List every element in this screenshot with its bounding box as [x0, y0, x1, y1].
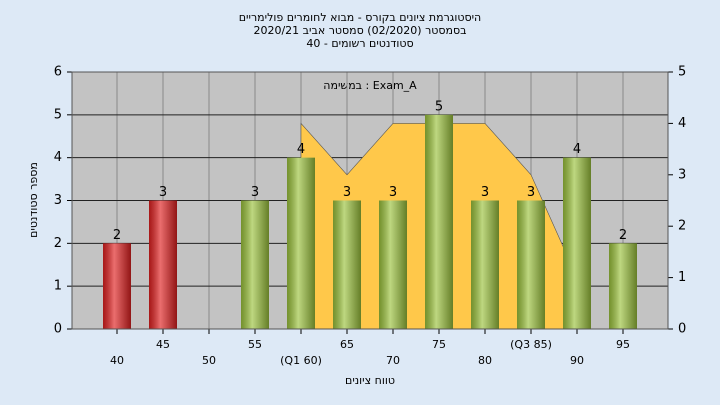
y-tick-label: 1 — [54, 279, 62, 294]
value-label: 2 — [619, 228, 627, 243]
y2-tick-label: 4 — [678, 116, 686, 131]
x-tick-label: 50 — [202, 354, 216, 367]
bar-shade — [425, 114, 453, 329]
bar-shade — [287, 157, 315, 329]
bar-shade — [149, 200, 177, 329]
value-label: 5 — [435, 99, 443, 114]
y-tick-label: 0 — [54, 322, 62, 337]
y2-tick-label: 3 — [678, 167, 686, 182]
value-label: 3 — [481, 185, 489, 200]
bar-shade — [471, 200, 499, 329]
x-tick-label: 45 — [156, 338, 170, 351]
y-tick-label: 6 — [54, 65, 62, 80]
value-label: 3 — [527, 185, 535, 200]
x-tick-label: 80 — [478, 354, 492, 367]
y2-tick-label: 1 — [678, 270, 686, 285]
x-tick-label: (Q3 85) — [510, 338, 552, 351]
x-tick-label: 40 — [110, 354, 124, 367]
title-line: בסמסטר (02/2020) סמסטר אביב 2020/21 — [253, 24, 466, 37]
y2-tick-label: 5 — [678, 65, 686, 80]
x-tick-label: 90 — [570, 354, 584, 367]
x-tick-label: 70 — [386, 354, 400, 367]
plot-frame — [71, 71, 669, 330]
title-line: היסטוגרמת ציונים בקורס - מבוא לחומרים פו… — [239, 11, 482, 24]
y-tick-label: 2 — [54, 236, 62, 251]
value-label: 3 — [343, 185, 351, 200]
bar-shade — [609, 243, 637, 329]
x-tick-label: (Q1 60) — [280, 354, 322, 367]
y2-tick-label: 0 — [678, 322, 686, 337]
value-label: 2 — [113, 228, 121, 243]
y-tick-label: 5 — [54, 107, 62, 122]
x-tick-label: 95 — [616, 338, 630, 351]
x-tick-label: 55 — [248, 338, 262, 351]
bar-shade — [103, 243, 131, 329]
y-axis-label: מספר סטודנטים — [27, 162, 40, 238]
x-tick-label: 75 — [432, 338, 446, 351]
x-axis-label: טווח ציונים — [345, 374, 395, 387]
x-tick-label: 65 — [340, 338, 354, 351]
value-label: 3 — [389, 185, 397, 200]
bar-shade — [563, 157, 591, 329]
bar-shade — [333, 200, 361, 329]
y-tick-label: 4 — [54, 150, 62, 165]
bar-shade — [379, 200, 407, 329]
y2-tick-label: 2 — [678, 219, 686, 234]
value-label: 4 — [573, 142, 581, 157]
annotation: במשימה : Exam_A — [323, 79, 417, 92]
value-label: 4 — [297, 142, 305, 157]
value-label: 3 — [159, 185, 167, 200]
title-line: סטודנטים רשומים - 40 — [306, 37, 413, 50]
bar-shade — [517, 200, 545, 329]
y-tick-label: 3 — [54, 193, 62, 208]
bar-shade — [241, 200, 269, 329]
value-label: 3 — [251, 185, 259, 200]
